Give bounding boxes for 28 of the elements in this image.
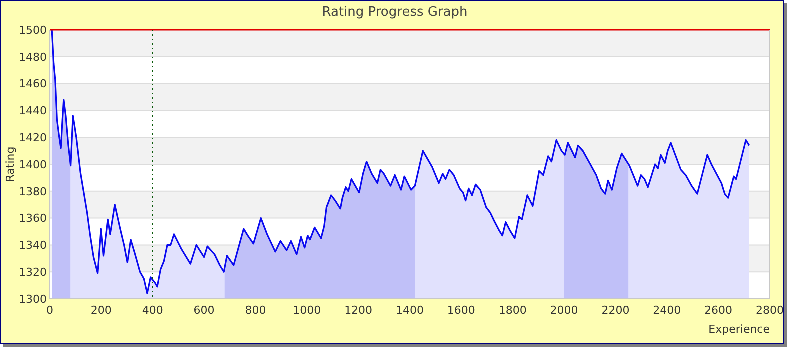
x-tick-label: 1800 — [498, 304, 527, 317]
x-tick-label: 0 — [46, 304, 54, 317]
x-tick-label: 1200 — [344, 304, 373, 317]
y-tick-label: 1460 — [19, 78, 47, 91]
y-tick-label: 1340 — [19, 239, 47, 252]
x-tick-label: 2000 — [550, 304, 578, 317]
x-tick-label: 1600 — [447, 304, 476, 317]
y-tick-label: 1480 — [19, 50, 47, 64]
x-axis-title: Experience — [708, 323, 770, 336]
y-tick-label: 1300 — [19, 292, 47, 306]
x-tick-label: 2600 — [704, 304, 733, 317]
y-tick-label: 1320 — [19, 266, 47, 279]
x-tick-label: 800 — [245, 304, 266, 317]
x-tick-label: 2400 — [653, 304, 682, 317]
x-tick-label: 400 — [142, 304, 164, 317]
y-tick-label: 1500 — [19, 24, 47, 37]
x-tick-label: 2200 — [602, 304, 630, 317]
y-tick-label: 1420 — [19, 131, 47, 144]
x-tick-label: 1400 — [396, 304, 424, 317]
y-tick-label: 1400 — [19, 158, 47, 172]
chart-title: Rating Progress Graph — [322, 5, 468, 20]
x-tick-label: 1000 — [293, 304, 322, 317]
x-tick-label: 600 — [194, 304, 215, 317]
y-axis-title: Rating — [4, 146, 17, 182]
y-tick-label: 1360 — [19, 212, 47, 226]
x-tick-label: 200 — [90, 304, 112, 317]
y-tick-label: 1440 — [19, 104, 47, 118]
y-tick-label: 1380 — [19, 185, 47, 198]
